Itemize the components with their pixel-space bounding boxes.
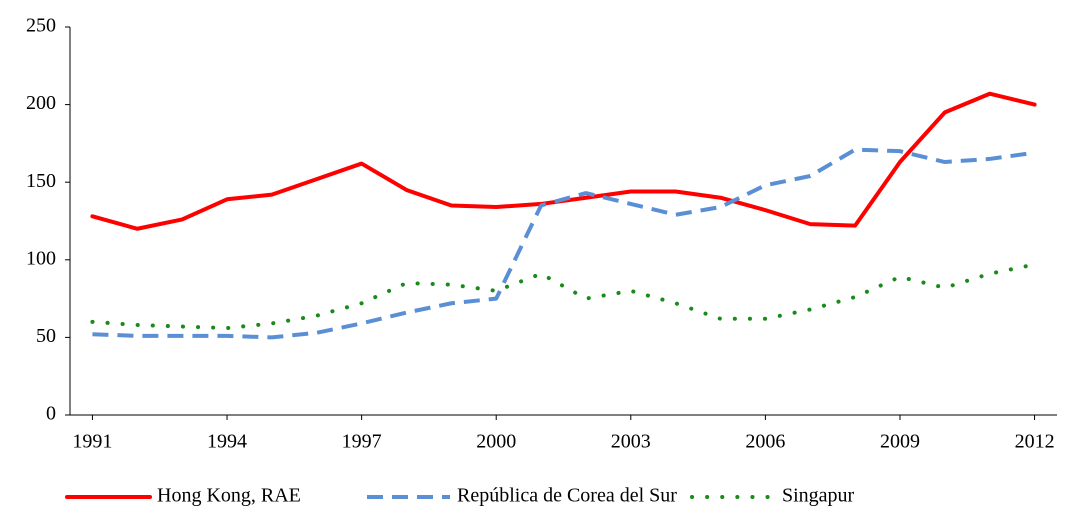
series-line bbox=[92, 147, 1035, 340]
x-tick-label: 2003 bbox=[611, 431, 651, 453]
y-tick-label: 100 bbox=[26, 247, 56, 269]
y-tick-label: 250 bbox=[26, 15, 56, 37]
series-line bbox=[90, 91, 1037, 231]
y-tick-label: 200 bbox=[26, 92, 56, 114]
y-tick-label: 150 bbox=[26, 170, 56, 192]
x-tick-label: 1994 bbox=[207, 431, 247, 453]
x-tick-label: 1991 bbox=[72, 431, 112, 453]
legend-label: República de Corea del Sur bbox=[457, 485, 677, 507]
y-tick-label: 0 bbox=[46, 403, 56, 425]
x-tick-label: 2006 bbox=[745, 431, 785, 453]
x-tick-label: 2009 bbox=[880, 431, 920, 453]
x-tick-label: 1997 bbox=[342, 431, 382, 453]
legend-label: Singapur bbox=[782, 485, 855, 507]
x-tick-label: 2000 bbox=[476, 431, 516, 453]
y-tick-label: 50 bbox=[36, 325, 56, 347]
legend-label: Hong Kong, RAE bbox=[157, 485, 301, 507]
x-tick-label: 2012 bbox=[1015, 431, 1055, 453]
series-line bbox=[90, 262, 1037, 331]
